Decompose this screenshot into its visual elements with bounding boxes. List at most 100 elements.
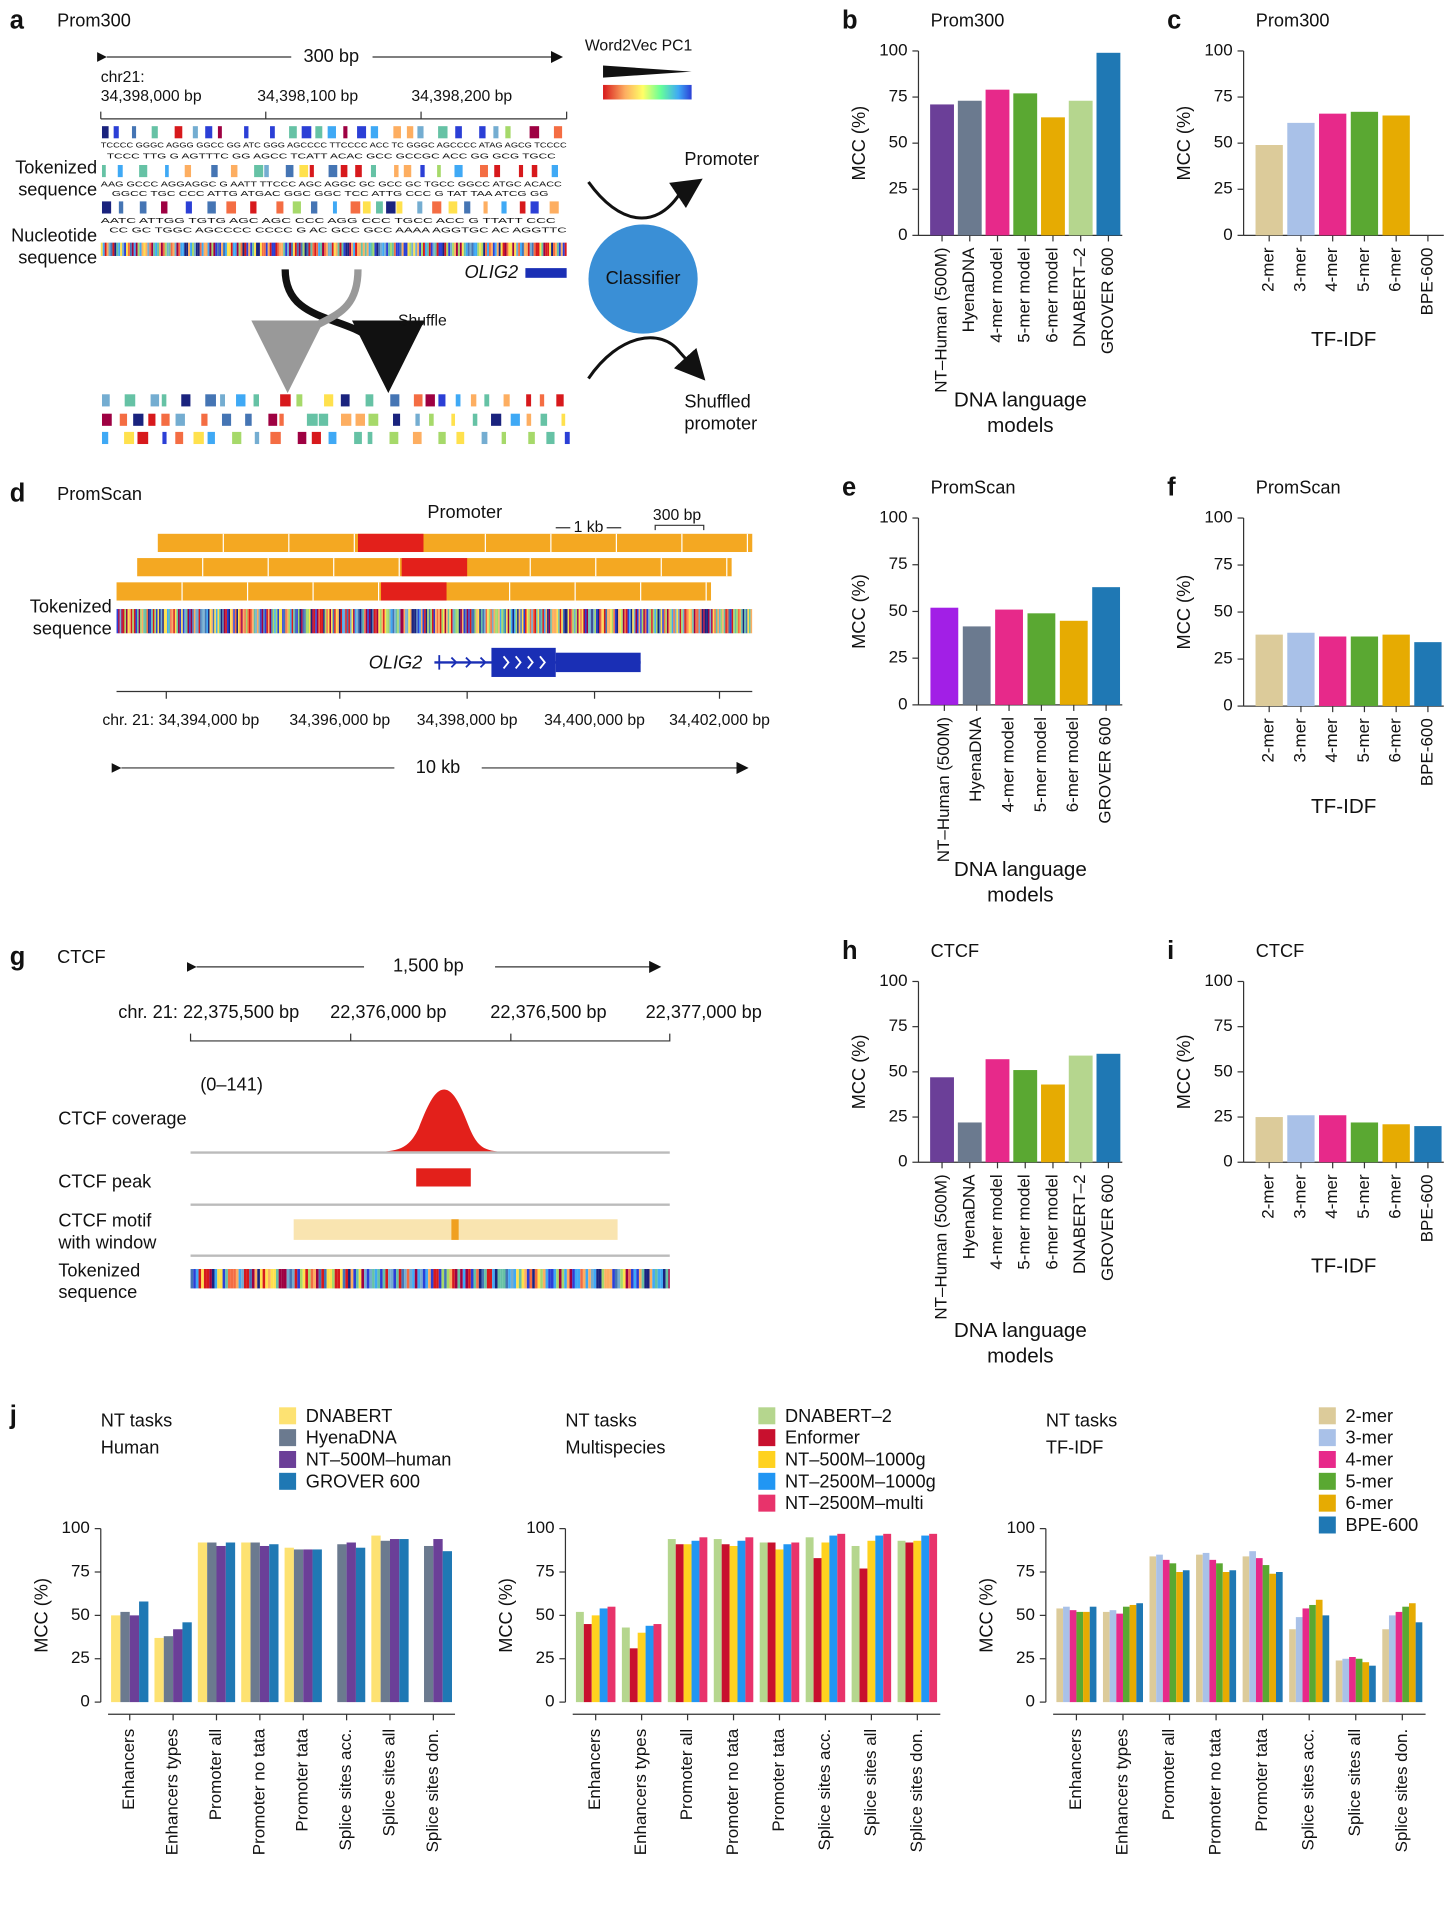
y-axis-label: MCC (%): [849, 106, 869, 181]
token: [473, 242, 476, 256]
token: [294, 242, 297, 256]
token: [209, 242, 212, 256]
token: [181, 394, 191, 407]
token: [428, 242, 431, 256]
token: [420, 1269, 423, 1289]
token: [221, 413, 232, 426]
token: [388, 242, 391, 256]
x-axis-label-box: DNA language models: [954, 388, 1087, 437]
token: [630, 609, 633, 634]
y-tick-label: 0: [1223, 696, 1232, 715]
token: [357, 609, 360, 634]
token: [510, 1269, 514, 1289]
token: [409, 242, 412, 256]
y-tick-label: 25: [1214, 179, 1233, 198]
kb-label: 1 kb: [574, 519, 604, 536]
bar: [637, 1632, 646, 1703]
token: [144, 609, 147, 634]
token: [162, 431, 167, 445]
token: [553, 242, 555, 256]
token: [628, 1269, 631, 1289]
token: [436, 242, 439, 256]
token: [448, 242, 451, 256]
x-axis-label-box: TF-IDF: [1311, 795, 1376, 818]
coord-label: 34,398,000 bp: [417, 712, 518, 729]
token: [228, 609, 231, 634]
token: [670, 609, 672, 634]
token: [325, 242, 328, 256]
token: [184, 242, 187, 256]
token: [217, 609, 220, 634]
token: [397, 609, 399, 634]
token: [129, 242, 132, 256]
token: [393, 1269, 397, 1289]
y-tick-label: 0: [545, 1692, 554, 1711]
token: [444, 1269, 447, 1289]
token: [281, 1269, 284, 1289]
token: [630, 1269, 634, 1289]
token: [302, 242, 305, 256]
token: [209, 609, 212, 634]
token: [695, 609, 697, 634]
token: [131, 126, 137, 139]
token: [484, 1269, 487, 1289]
legend-swatch: [758, 1494, 776, 1512]
bar: [1255, 1558, 1263, 1703]
bar: [1382, 634, 1410, 707]
token: [423, 242, 425, 256]
token: [529, 242, 532, 256]
token: [458, 609, 461, 634]
token: [195, 242, 198, 256]
legend-label: 4-mer: [1346, 1450, 1393, 1470]
token: [299, 1269, 303, 1289]
token: [431, 609, 434, 634]
legend-label: NT–500M–human: [306, 1450, 452, 1470]
token: [514, 242, 517, 256]
token: [380, 1269, 383, 1289]
token: [406, 126, 414, 139]
token: [281, 242, 284, 256]
label-box: Tokenized sequence: [30, 597, 112, 639]
token: [577, 609, 579, 634]
token: [179, 609, 182, 634]
y-tick-label: 100: [1007, 1518, 1035, 1537]
token: [176, 242, 179, 256]
token: [242, 609, 245, 634]
token: [122, 609, 125, 634]
token: [334, 609, 336, 634]
bar: [154, 1637, 164, 1703]
token: [648, 609, 650, 634]
token: [720, 609, 723, 634]
token: [429, 413, 434, 426]
token: [118, 609, 120, 634]
token: [326, 1269, 330, 1289]
token: [331, 609, 333, 634]
token: [655, 609, 658, 634]
token: [564, 431, 570, 445]
token: [411, 242, 414, 256]
token: [168, 609, 171, 634]
token: [395, 609, 398, 634]
bar: [1102, 1611, 1110, 1703]
token: [251, 1269, 255, 1289]
chart-title: CTCF: [931, 941, 980, 961]
token: [518, 1269, 522, 1289]
y-tick-label: 25: [71, 1648, 90, 1667]
token: [244, 609, 246, 634]
bar: [775, 1549, 784, 1703]
token: [457, 1269, 461, 1289]
coord-label: chr. 21: 34,394,000 bp: [102, 712, 259, 729]
token: [564, 1269, 567, 1289]
token: [337, 1269, 341, 1289]
token: [529, 126, 540, 139]
token: [204, 609, 207, 634]
coord-label: 34,396,000 bp: [289, 712, 390, 729]
token: [454, 609, 456, 634]
token: [340, 164, 348, 178]
token: [101, 201, 112, 214]
promoter-window: [401, 558, 468, 577]
token: [335, 242, 338, 256]
token: [254, 431, 260, 445]
token: [234, 609, 237, 634]
token: [561, 413, 566, 426]
